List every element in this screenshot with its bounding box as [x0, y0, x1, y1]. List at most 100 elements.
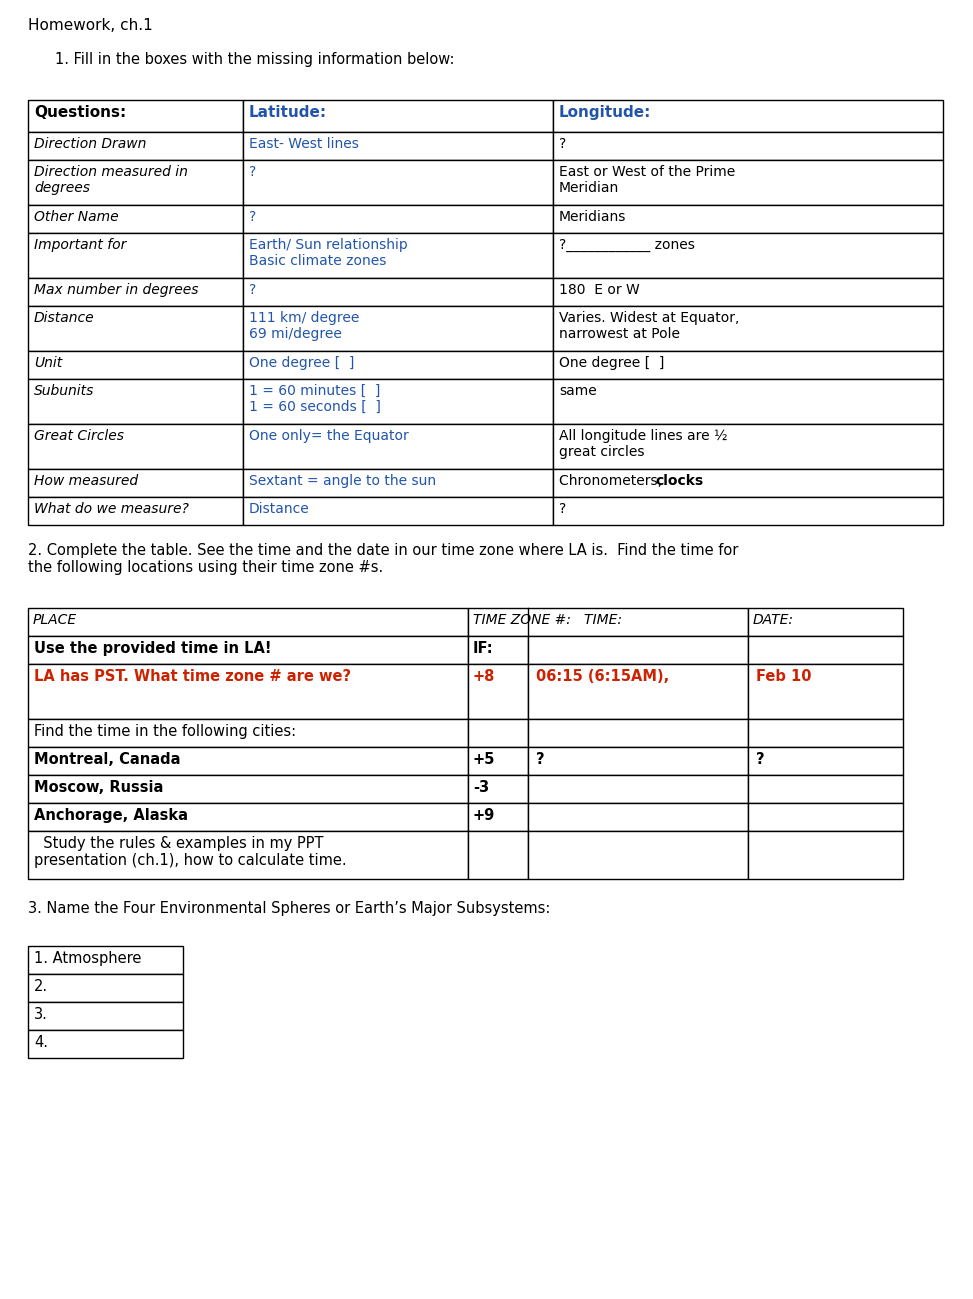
Text: Sextant = angle to the sun: Sextant = angle to the sun — [249, 474, 436, 488]
Text: Distance: Distance — [249, 501, 309, 516]
Text: What do we measure?: What do we measure? — [34, 501, 189, 516]
Bar — [528, 637, 748, 664]
Bar — [28, 776, 468, 803]
Text: East or West of the Prime
Meridian: East or West of the Prime Meridian — [559, 165, 736, 195]
Text: +9: +9 — [473, 808, 495, 824]
Bar — [243, 351, 553, 379]
Bar — [28, 720, 468, 747]
Text: clocks: clocks — [655, 474, 703, 488]
Bar — [28, 1030, 183, 1057]
Bar — [28, 423, 243, 469]
Bar — [553, 278, 943, 307]
Text: PLACE: PLACE — [33, 613, 77, 627]
Text: One degree [  ]: One degree [ ] — [249, 356, 354, 370]
Bar — [468, 608, 748, 637]
Text: ?: ? — [249, 283, 256, 297]
Text: Meridians: Meridians — [559, 210, 627, 223]
Text: 180  E or W: 180 E or W — [559, 283, 640, 297]
Bar — [748, 776, 903, 803]
Text: Direction measured in
degrees: Direction measured in degrees — [34, 165, 188, 195]
Text: 2.: 2. — [34, 979, 48, 994]
Text: Other Name: Other Name — [34, 210, 119, 223]
Bar — [468, 637, 528, 664]
Text: ?: ? — [536, 752, 545, 766]
Text: 06:15 (6:15AM),: 06:15 (6:15AM), — [536, 669, 669, 685]
Text: Earth/ Sun relationship
Basic climate zones: Earth/ Sun relationship Basic climate zo… — [249, 238, 408, 268]
Bar — [243, 100, 553, 132]
Text: 3.: 3. — [34, 1007, 48, 1022]
Bar — [28, 664, 468, 720]
Bar — [243, 132, 553, 160]
Text: Use the provided time in LA!: Use the provided time in LA! — [34, 640, 271, 656]
Bar — [553, 100, 943, 132]
Bar — [748, 803, 903, 831]
Bar — [748, 608, 903, 637]
Text: IF:: IF: — [473, 640, 493, 656]
Text: ?: ? — [756, 752, 765, 766]
Bar — [243, 233, 553, 278]
Bar — [748, 720, 903, 747]
Bar — [243, 379, 553, 423]
Bar — [553, 307, 943, 351]
Bar — [28, 379, 243, 423]
Text: Study the rules & examples in my PPT
presentation (ch.1), how to calculate time.: Study the rules & examples in my PPT pre… — [34, 837, 346, 869]
Bar — [243, 205, 553, 233]
Text: Questions:: Questions: — [34, 105, 126, 120]
Text: +5: +5 — [473, 752, 495, 766]
Bar — [28, 351, 243, 379]
Text: East- West lines: East- West lines — [249, 136, 359, 151]
Text: 1. Fill in the boxes with the missing information below:: 1. Fill in the boxes with the missing in… — [55, 52, 454, 68]
Text: Homework, ch.1: Homework, ch.1 — [28, 18, 153, 32]
Text: One degree [  ]: One degree [ ] — [559, 356, 665, 370]
Text: ?: ? — [249, 210, 256, 223]
Bar — [28, 278, 243, 307]
Bar — [553, 233, 943, 278]
Bar — [28, 1002, 183, 1030]
Text: Montreal, Canada: Montreal, Canada — [34, 752, 181, 766]
Bar — [243, 469, 553, 498]
Bar — [553, 160, 943, 205]
Bar — [748, 831, 903, 879]
Text: ?: ? — [249, 165, 256, 179]
Bar — [553, 379, 943, 423]
Text: 2. Complete the table. See the time and the date in our time zone where LA is.  : 2. Complete the table. See the time and … — [28, 543, 739, 575]
Text: 3. Name the Four Environmental Spheres or Earth’s Major Subsystems:: 3. Name the Four Environmental Spheres o… — [28, 902, 551, 916]
Bar — [468, 664, 528, 720]
Bar — [28, 608, 468, 637]
Bar — [553, 469, 943, 498]
Text: Moscow, Russia: Moscow, Russia — [34, 779, 163, 795]
Text: TIME ZONE #:   TIME:: TIME ZONE #: TIME: — [473, 613, 622, 627]
Bar — [243, 278, 553, 307]
Bar — [468, 747, 528, 776]
Text: Latitude:: Latitude: — [249, 105, 327, 120]
Text: ?: ? — [559, 136, 566, 151]
Text: 1 = 60 minutes [  ]
1 = 60 seconds [  ]: 1 = 60 minutes [ ] 1 = 60 seconds [ ] — [249, 385, 380, 414]
Bar — [28, 100, 243, 132]
Text: Max number in degrees: Max number in degrees — [34, 283, 198, 297]
Text: LA has PST. What time zone # are we?: LA has PST. What time zone # are we? — [34, 669, 351, 685]
Text: same: same — [559, 385, 596, 397]
Text: DATE:: DATE: — [753, 613, 794, 627]
Text: ?____________ zones: ?____________ zones — [559, 238, 695, 252]
Text: One only= the Equator: One only= the Equator — [249, 429, 409, 443]
Text: +8: +8 — [473, 669, 495, 685]
Text: ?: ? — [559, 501, 566, 516]
Bar — [553, 423, 943, 469]
Bar — [28, 469, 243, 498]
Bar — [243, 498, 553, 525]
Bar — [28, 637, 468, 664]
Bar — [528, 831, 748, 879]
Bar — [28, 160, 243, 205]
Bar — [748, 664, 903, 720]
Text: Chronometers,: Chronometers, — [559, 474, 667, 488]
Text: Varies. Widest at Equator,
narrowest at Pole: Varies. Widest at Equator, narrowest at … — [559, 310, 739, 342]
Bar — [243, 423, 553, 469]
Text: Feb 10: Feb 10 — [756, 669, 811, 685]
Text: 1. Atmosphere: 1. Atmosphere — [34, 951, 141, 966]
Bar — [28, 307, 243, 351]
Text: How measured: How measured — [34, 474, 138, 488]
Bar — [28, 946, 183, 974]
Bar — [28, 498, 243, 525]
Bar — [28, 132, 243, 160]
Bar — [28, 205, 243, 233]
